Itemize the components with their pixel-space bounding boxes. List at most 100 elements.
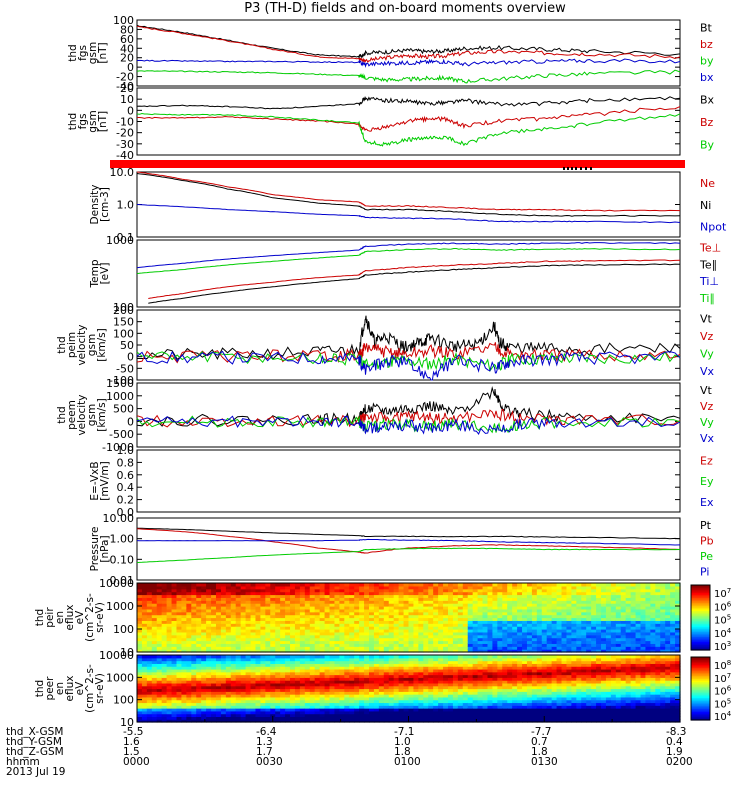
series-line-by bbox=[136, 69, 681, 84]
svg-text:gsm: gsm bbox=[87, 42, 99, 64]
legend-entry: Npot bbox=[700, 221, 727, 234]
footer-label: thd_Y-GSM bbox=[6, 736, 62, 748]
svg-text:[nPa]: [nPa] bbox=[99, 535, 111, 562]
y-tick-label: 0.6 bbox=[117, 469, 135, 482]
footer-value: 1.7 bbox=[256, 746, 273, 758]
y-tick-label: 0.10 bbox=[110, 553, 135, 566]
footer-value: -7.7 bbox=[531, 726, 552, 738]
y-tick-label: 150 bbox=[113, 316, 134, 329]
footer-value: 1.3 bbox=[256, 736, 273, 748]
series-line-Npot bbox=[136, 204, 681, 224]
mode-bar-ticks bbox=[563, 167, 592, 170]
y-tick-label: 1500 bbox=[106, 377, 134, 390]
panel-pressure: 10.00 1.00 0.10 0.01 Pressure[nPa] Pt Pb Pe Pi bbox=[89, 512, 714, 587]
svg-text:E=-VxB: E=-VxB bbox=[89, 461, 101, 500]
footer-value: 1.5 bbox=[123, 746, 140, 758]
footer-value: 0130 bbox=[531, 756, 558, 768]
panel-efield: 1.00.80.60.40.20.0 E=-VxB[mV/m] Ez Ey Ex bbox=[89, 444, 714, 519]
y-tick-label: -40 bbox=[116, 80, 134, 93]
colorbar-tick-label: 108 bbox=[714, 659, 731, 672]
y-axis-label: E=-VxB[mV/m] bbox=[89, 461, 111, 500]
mode-bar bbox=[110, 160, 685, 168]
legend-entry: Pt bbox=[700, 519, 712, 532]
svg-text:fgs: fgs bbox=[77, 45, 89, 61]
colorbar-tick-label: 104 bbox=[714, 710, 732, 723]
series-line-bx bbox=[136, 58, 681, 68]
y-tick-label: 200 bbox=[113, 304, 134, 317]
colorbar-tick-label: 105 bbox=[714, 614, 731, 627]
svg-text:fgs: fgs bbox=[77, 114, 89, 130]
legend-entry: Pi bbox=[700, 565, 709, 578]
footer-value: 0030 bbox=[256, 756, 283, 768]
y-tick-label: 1000 bbox=[106, 671, 134, 684]
colorbar-tick-label: 107 bbox=[714, 587, 731, 600]
footer-value: 1.8 bbox=[531, 746, 548, 758]
legend-entry: Ti∥ bbox=[699, 292, 715, 305]
footer-value: 1.6 bbox=[123, 736, 140, 748]
footer-value: 0.7 bbox=[531, 736, 548, 748]
panel-peim_velocity: 200150100500-50-100thdpeimvelocitygsm[km… bbox=[56, 304, 715, 387]
y-tick-label: 60 bbox=[120, 33, 134, 46]
series-line-Ti∥ bbox=[136, 248, 681, 275]
legend-entry: Ex bbox=[700, 496, 714, 509]
svg-text:velocity: velocity bbox=[76, 394, 88, 435]
svg-text:[nT]: [nT] bbox=[97, 111, 109, 132]
svg-text:sr-eV): sr-eV) bbox=[94, 602, 106, 633]
y-tick-label: -1000 bbox=[102, 441, 134, 454]
y-tick-label: -50 bbox=[116, 362, 134, 375]
series-line-Ti⊥ bbox=[136, 241, 681, 269]
y-tick-label: 1000 bbox=[106, 234, 134, 247]
y-axis-label: Density[cm-3] bbox=[89, 185, 111, 225]
svg-text:Density: Density bbox=[89, 185, 101, 225]
legend-entry: Ni bbox=[700, 199, 711, 212]
footer-value: -8.3 bbox=[666, 726, 687, 738]
y-tick-label: -10 bbox=[116, 116, 134, 129]
y-tick-label: -20 bbox=[116, 127, 134, 140]
series-line-Vy bbox=[136, 350, 681, 373]
series-line-Pi bbox=[136, 538, 681, 546]
y-tick-label: 100 bbox=[113, 623, 134, 636]
y-tick-label: 20 bbox=[120, 82, 134, 95]
panel-density: 10.0 1.0 0.1 Density[cm-3] Ne Ni Npot bbox=[89, 166, 727, 244]
y-tick-label: 0.1 bbox=[117, 231, 135, 244]
mode-tick bbox=[590, 167, 592, 170]
y-axis-label: Temp[eV] bbox=[89, 259, 111, 288]
legend-entry: bx bbox=[700, 71, 714, 84]
legend-entry: Vt bbox=[700, 312, 713, 325]
svg-text:thd: thd bbox=[67, 44, 79, 61]
y-tick-label: 50 bbox=[120, 339, 134, 352]
svg-text:eV: eV bbox=[74, 610, 86, 624]
legend-entry: Pe bbox=[700, 550, 713, 563]
panels: 100806040200-20-40thdfgsgsm[nT]Btbzbybx2… bbox=[34, 14, 732, 729]
colorbar-tick-label: 106 bbox=[714, 600, 732, 613]
y-tick-label: 1000 bbox=[106, 600, 134, 613]
svg-text:gsm: gsm bbox=[87, 110, 99, 132]
series-line-By bbox=[136, 112, 681, 147]
y-tick-label: 10000 bbox=[99, 649, 134, 662]
y-tick-label: 100 bbox=[113, 327, 134, 340]
mode-tick bbox=[575, 167, 577, 170]
series-line-Te∥ bbox=[148, 263, 681, 304]
series-line-Bz bbox=[137, 106, 681, 132]
time-axis bbox=[136, 716, 681, 722]
y-tick-label: 0 bbox=[127, 104, 134, 117]
y-tick-label: 10 bbox=[120, 646, 134, 659]
legend-entry: Vz bbox=[700, 400, 714, 413]
y-axis-label: Pressure[nPa] bbox=[89, 527, 111, 572]
legend-entry: by bbox=[700, 55, 714, 68]
y-tick-label: 100 bbox=[113, 694, 134, 707]
svg-text:[km/s]: [km/s] bbox=[96, 398, 108, 432]
y-tick-label: 1000 bbox=[106, 390, 134, 403]
series-line-Bx bbox=[136, 96, 681, 110]
svg-text:thd: thd bbox=[67, 113, 79, 130]
legend-entry: Vy bbox=[700, 416, 714, 429]
y-tick-label: -100 bbox=[109, 374, 134, 387]
